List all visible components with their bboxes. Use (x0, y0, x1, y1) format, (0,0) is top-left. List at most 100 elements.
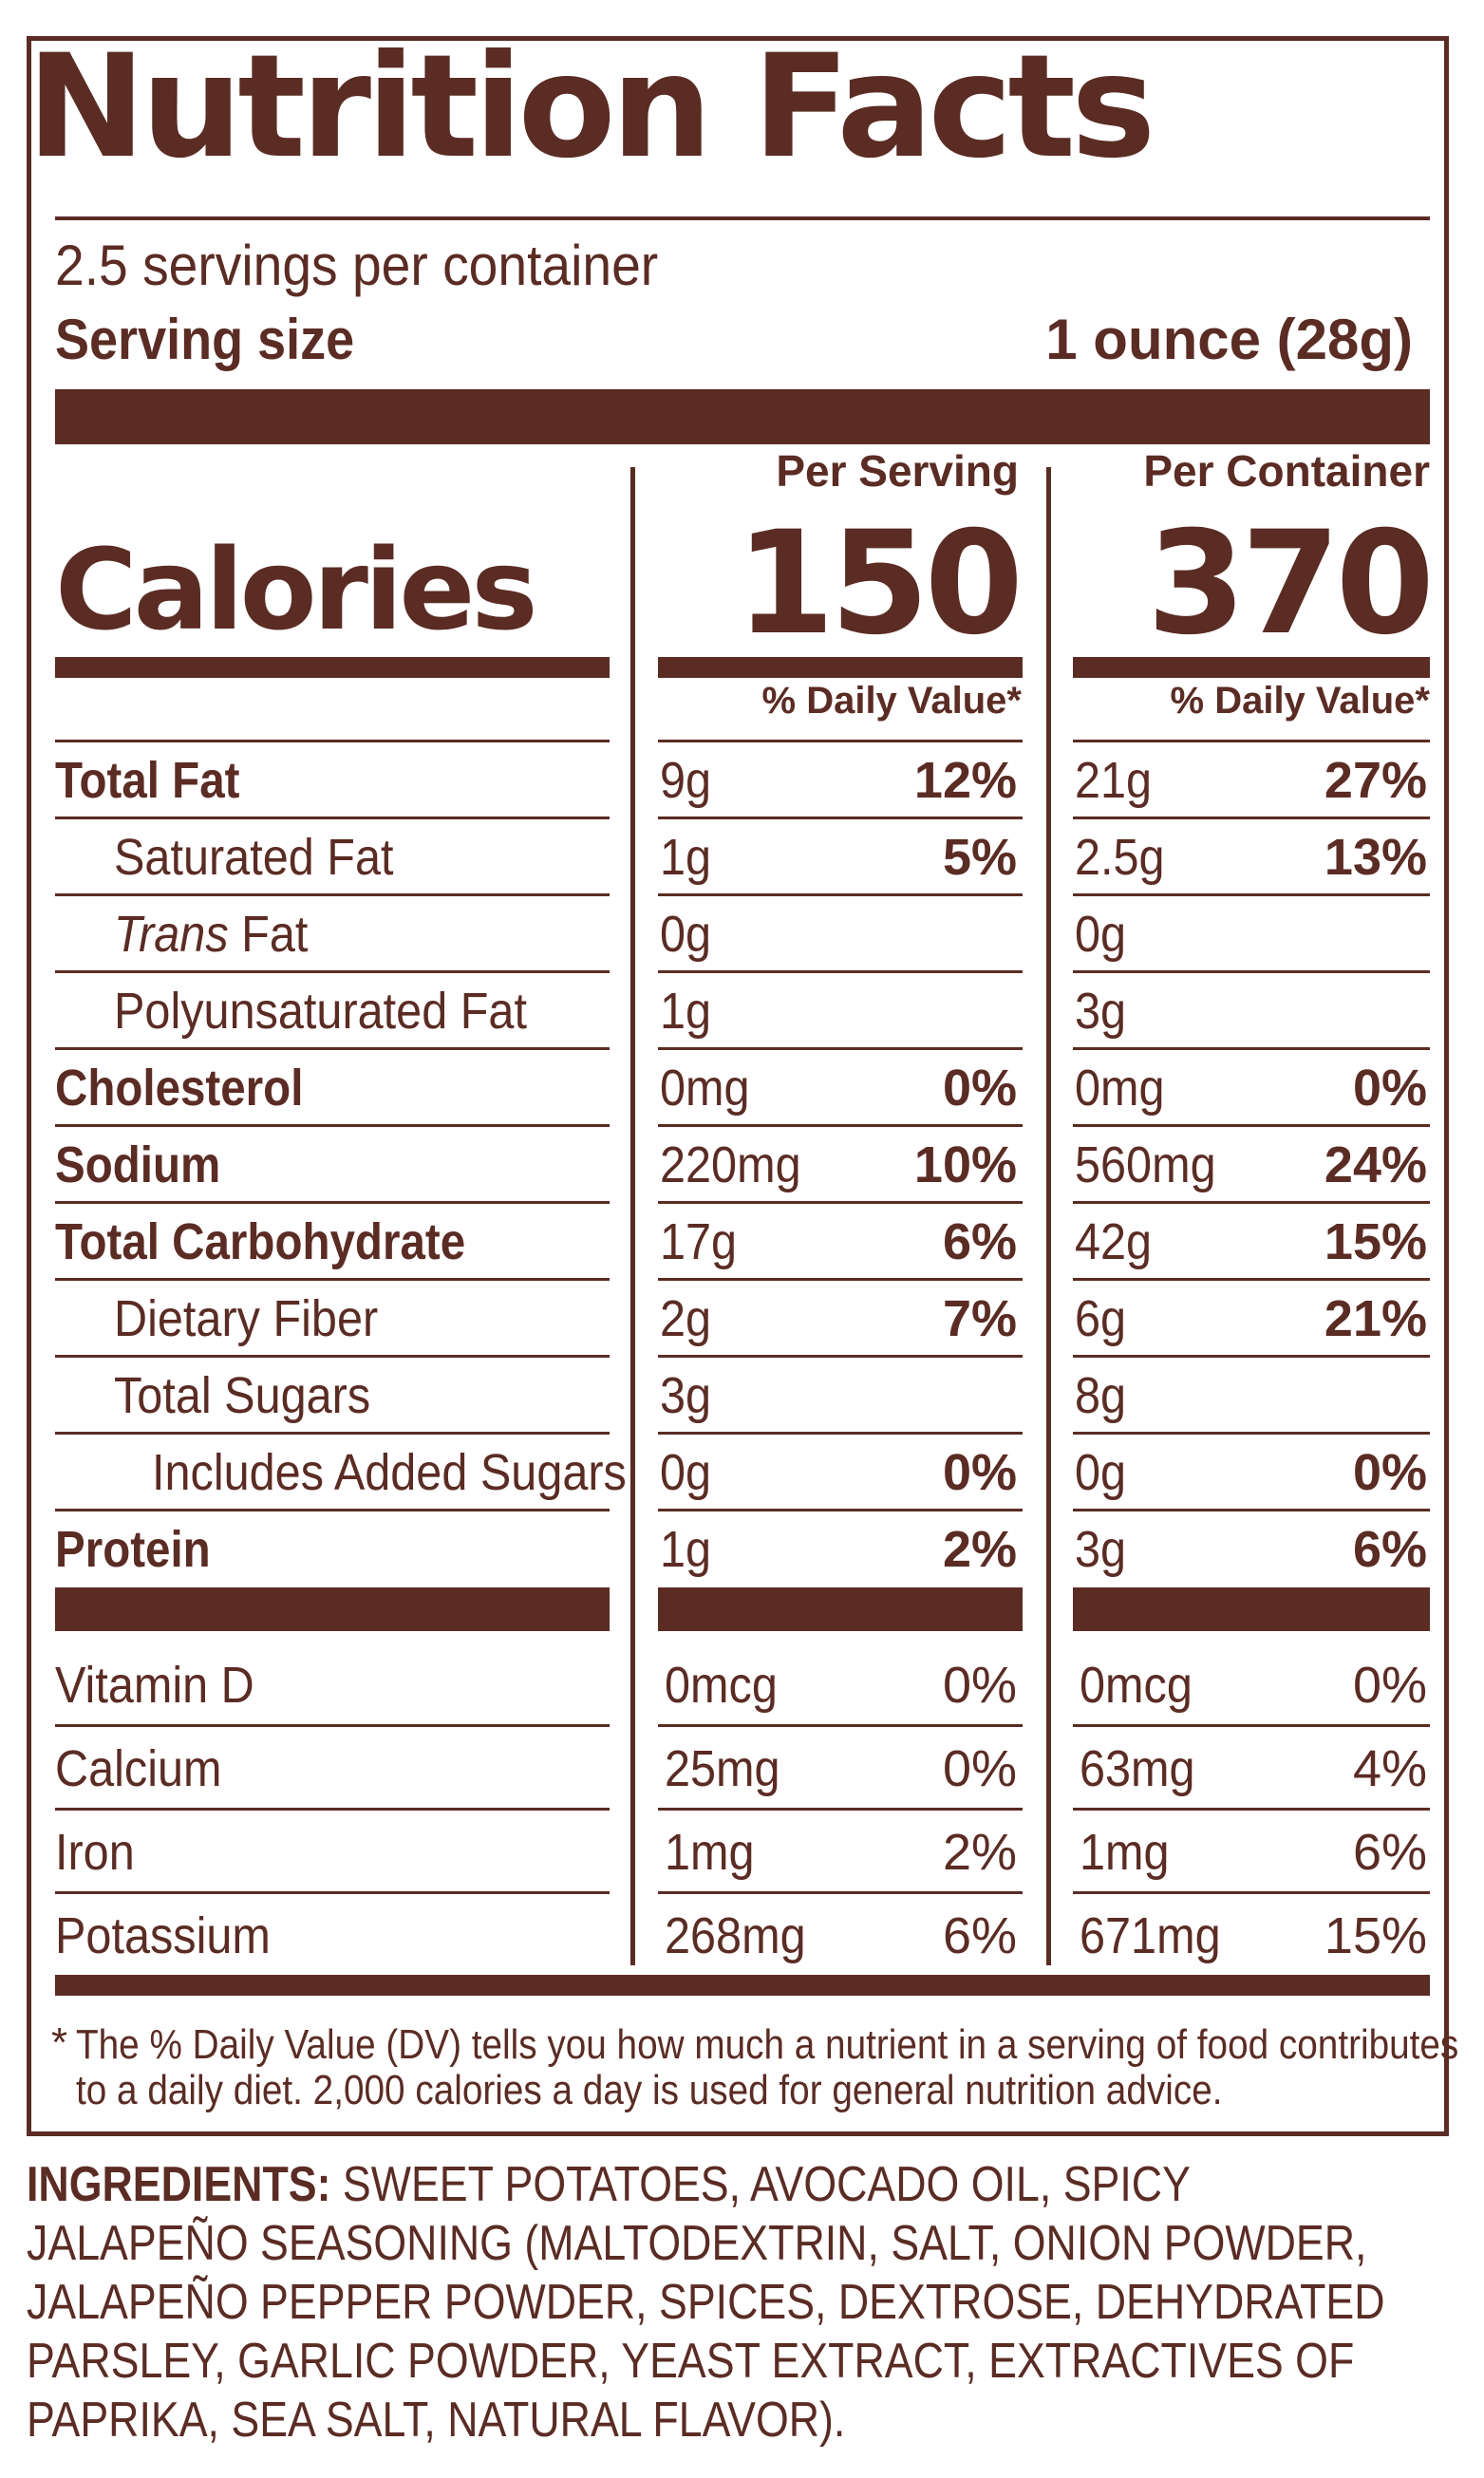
row-separator (55, 1432, 610, 1435)
row-separator (658, 970, 1023, 973)
total-sugars-container-amount: 8g (1075, 1367, 1127, 1424)
cholesterol-container-percent: 0% (1352, 1060, 1427, 1117)
row-separator (1073, 1432, 1430, 1435)
row-separator (55, 1355, 610, 1358)
row-separator (55, 817, 610, 819)
nutrient-name-italic: Trans (114, 906, 229, 963)
row-separator (1073, 817, 1430, 819)
row-separator (1073, 1124, 1430, 1127)
row-separator (658, 817, 1023, 819)
footnote-line-2: to a daily diet. 2,000 calories a day is… (76, 2067, 1223, 2113)
row-separator (658, 1278, 1023, 1281)
calories-per-container: 370 (1146, 501, 1435, 666)
sodium-serving-amount: 220mg (660, 1136, 801, 1193)
vitamin-calcium-container-percent: 4% (1352, 1740, 1427, 1797)
servings-per-container: 2.5 servings per container (55, 234, 659, 297)
row-separator (55, 1201, 610, 1204)
row-separator (55, 1124, 610, 1127)
row-separator (55, 1509, 610, 1511)
row-separator (1073, 1047, 1430, 1050)
total-carbohydrate-container-percent: 15% (1324, 1213, 1427, 1270)
total-fat-serving-percent: 12% (913, 752, 1017, 809)
row-separator (1073, 893, 1430, 896)
nutrient-name-total-sugars: Total Sugars (114, 1370, 370, 1421)
protein-serving-percent: 2% (942, 1521, 1017, 1578)
row-separator (1073, 970, 1430, 973)
polyunsaturated-fat-serving-amount: 1g (660, 983, 712, 1040)
vitamin-calcium-container-amount: 63mg (1080, 1740, 1195, 1797)
includes-added-sugars-container-percent: 0% (1352, 1444, 1427, 1501)
vitamin-iron-container-percent: 6% (1352, 1824, 1427, 1881)
sodium-container-percent: 24% (1324, 1136, 1427, 1193)
nutrient-name-text: Protein (55, 1521, 211, 1578)
daily-value-header-serving: % Daily Value* (761, 680, 1022, 722)
row-separator (1073, 740, 1430, 742)
nutrient-name-total-fat: Total Fat (55, 755, 239, 806)
polyunsaturated-fat-container-amount: 3g (1075, 983, 1127, 1040)
row-separator (658, 893, 1023, 896)
dietary-fiber-container-percent: 21% (1324, 1290, 1427, 1347)
serving-size-label: Serving size (55, 308, 355, 371)
sodium-serving-percent: 10% (913, 1136, 1017, 1193)
daily-value-header-container: % Daily Value* (1170, 680, 1430, 722)
vitamin-row-separator (658, 1724, 1023, 1727)
row-separator (658, 1201, 1023, 1204)
includes-added-sugars-serving-amount: 0g (660, 1444, 712, 1501)
nutrient-name-protein: Protein (55, 1524, 211, 1575)
protein-container-percent: 6% (1352, 1521, 1427, 1578)
vitamin-row-separator (658, 1808, 1023, 1811)
calories-bar-left (55, 657, 610, 678)
total-carbohydrate-serving-percent: 6% (942, 1213, 1017, 1270)
calories-label: Calories (55, 524, 538, 655)
nutrient-name-trans-fat: Trans Fat (114, 909, 308, 960)
vitamin-row-separator (1073, 1808, 1430, 1811)
protein-serving-amount: 1g (660, 1521, 712, 1578)
row-separator (55, 893, 610, 896)
nutrient-name-text: Total Fat (55, 752, 240, 809)
vitamin-potassium-serving-amount: 268mg (665, 1907, 806, 1964)
cholesterol-container-amount: 0mg (1075, 1060, 1165, 1117)
saturated-fat-serving-amount: 1g (660, 829, 712, 886)
serving-size-value: 1 ounce (28g) (1045, 308, 1413, 371)
nutrient-name-total-carbohydrate: Total Carbohydrate (55, 1216, 465, 1267)
trans-fat-container-amount: 0g (1075, 906, 1127, 963)
saturated-fat-serving-percent: 5% (942, 829, 1017, 886)
column-divider-left (630, 467, 635, 1965)
vitamin-iron-serving-amount: 1mg (665, 1824, 755, 1881)
total-carbohydrate-serving-amount: 17g (660, 1213, 738, 1270)
thick-bar-vitamins-right (1073, 1587, 1430, 1631)
vitamin-vitamin-d-container-amount: 0mcg (1080, 1657, 1193, 1714)
dietary-fiber-serving-percent: 7% (942, 1290, 1017, 1347)
calories-bar-middle (658, 657, 1023, 678)
saturated-fat-container-percent: 13% (1324, 829, 1427, 886)
label-title: Nutrition Facts (27, 25, 1155, 190)
vitamin-iron-serving-percent: 2% (942, 1824, 1017, 1881)
row-separator (55, 1278, 610, 1281)
nutrient-name-sodium: Sodium (55, 1139, 220, 1191)
vitamin-potassium-name: Potassium (55, 1907, 271, 1964)
row-separator (1073, 1278, 1430, 1281)
footnote-line-1: The % Daily Value (DV) tells you how muc… (76, 2021, 1459, 2068)
ingredients-list: INGREDIENTS: SWEET POTATOES, AVOCADO OIL… (27, 2155, 1415, 2450)
row-separator (55, 970, 610, 973)
total-sugars-serving-amount: 3g (660, 1367, 712, 1424)
nutrient-name-text: Cholesterol (55, 1060, 304, 1117)
vitamin-row-separator (55, 1724, 610, 1727)
vitamin-potassium-container-percent: 15% (1324, 1907, 1427, 1964)
total-carbohydrate-container-amount: 42g (1075, 1213, 1153, 1270)
vitamin-row-separator (55, 1891, 610, 1894)
vitamin-calcium-name: Calcium (55, 1740, 222, 1797)
nutrient-name-polyunsaturated-fat: Polyunsaturated Fat (114, 986, 527, 1037)
vitamin-iron-name: Iron (55, 1824, 135, 1881)
row-separator (658, 740, 1023, 742)
title-divider (55, 216, 1430, 220)
protein-container-amount: 3g (1075, 1521, 1127, 1578)
column-divider-right (1046, 467, 1051, 1965)
total-fat-container-amount: 21g (1075, 752, 1153, 809)
nutrition-facts-panel (27, 36, 1449, 2136)
vitamin-potassium-serving-percent: 6% (942, 1907, 1017, 1964)
nutrient-name-includes-added-sugars: Includes Added Sugars (152, 1447, 627, 1498)
trans-fat-serving-amount: 0g (660, 906, 712, 963)
calories-bar-right (1073, 657, 1430, 678)
cholesterol-serving-amount: 0mg (660, 1060, 750, 1117)
